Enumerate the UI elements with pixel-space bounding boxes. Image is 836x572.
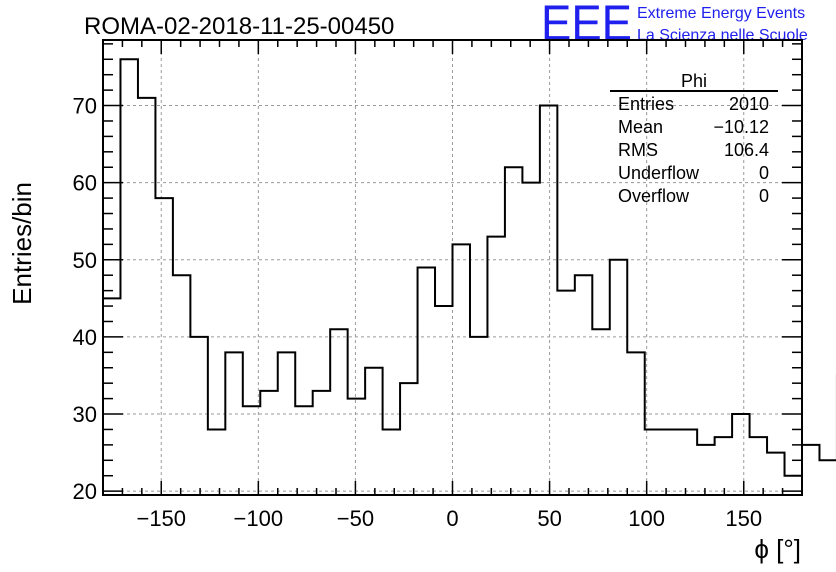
histogram-bin (435, 306, 452, 495)
x-tick-label: −50 (337, 506, 374, 531)
histogram-bin (627, 352, 644, 495)
histogram-bin (330, 329, 347, 495)
y-tick-label: 30 (73, 402, 97, 427)
x-tick-label: 100 (628, 506, 665, 531)
y-tick-label: 40 (73, 325, 97, 350)
stats-label-overflow: Overflow (618, 186, 690, 206)
stats-label-entries: Entries (618, 94, 674, 114)
histogram-bin (785, 476, 802, 495)
histogram-bin (505, 167, 522, 495)
y-axis-title: Entries/bin (7, 182, 37, 305)
y-tick-label: 50 (73, 248, 97, 273)
stats-box: Phi Entries 2010 Mean −10.12 RMS 106.4 U… (610, 71, 778, 206)
histogram-bin (680, 429, 697, 495)
histogram-bin (295, 406, 312, 495)
x-tick-label: 0 (446, 506, 458, 531)
histogram-bin (138, 98, 155, 495)
histogram-bin (260, 391, 277, 495)
histogram-bin (190, 337, 207, 495)
y-tick-label: 60 (73, 171, 97, 196)
histogram-bin (365, 368, 382, 495)
logo-line1: Extreme Energy Events (637, 5, 805, 22)
histogram-bin (750, 437, 767, 495)
stats-label-mean: Mean (618, 117, 663, 137)
eee-logo: EEE Extreme Energy Events La Scienza nel… (541, 0, 808, 51)
stats-value-mean: −10.12 (713, 117, 769, 137)
x-axis-title: ϕ [°] (754, 534, 801, 564)
histogram-bin (470, 337, 487, 495)
histogram-bin (487, 237, 504, 495)
axis-ticks (102, 40, 803, 495)
histogram-bin (120, 59, 137, 495)
logo-mark: EEE (541, 0, 632, 51)
x-tick-label: 50 (537, 506, 561, 531)
histogram-bin (592, 329, 609, 495)
histogram-bin (662, 429, 679, 495)
stats-value-overflow: 0 (759, 186, 769, 206)
histogram-bin (383, 429, 400, 495)
histogram-bin (278, 352, 295, 495)
histogram-bin (173, 275, 190, 495)
y-tick-labels: 20 30 40 50 60 70 (73, 94, 97, 505)
histogram-bin (819, 460, 836, 495)
x-tick-label: −150 (136, 506, 186, 531)
histogram-bin (697, 445, 714, 495)
histogram-bin (557, 291, 574, 495)
histogram-bin (313, 391, 330, 495)
histogram-bin (575, 275, 592, 495)
histogram-bin (225, 352, 242, 495)
histogram-bin (418, 268, 435, 496)
x-tick-labels: −150 −100 −50 0 50 100 150 (136, 506, 762, 531)
stats-label-underflow: Underflow (618, 163, 700, 183)
stats-label-rms: RMS (618, 140, 658, 160)
histogram-bin (348, 399, 365, 495)
histogram-bin (103, 298, 120, 495)
y-tick-label: 70 (73, 94, 97, 119)
histogram-bin (400, 383, 417, 495)
histogram-outline (103, 58, 836, 477)
histogram-bin (802, 445, 819, 495)
histogram-bin (732, 414, 749, 495)
y-tick-label: 20 (73, 479, 97, 504)
stats-value-underflow: 0 (759, 163, 769, 183)
histogram-bin (540, 106, 557, 495)
histogram-bin (715, 437, 732, 495)
stats-value-entries: 2010 (729, 94, 769, 114)
stats-value-rms: 106.4 (724, 140, 769, 160)
histogram-bin (522, 183, 539, 495)
histogram-series (103, 58, 836, 496)
x-tick-label: 150 (725, 506, 762, 531)
histogram-bin (453, 244, 470, 495)
x-tick-label: −100 (234, 506, 284, 531)
chart-title: ROMA-02-2018-11-25-00450 (84, 13, 394, 40)
histogram-bin (208, 429, 225, 495)
histogram-bin (155, 198, 172, 495)
stats-name: Phi (681, 71, 707, 91)
histogram-bin (610, 260, 627, 495)
